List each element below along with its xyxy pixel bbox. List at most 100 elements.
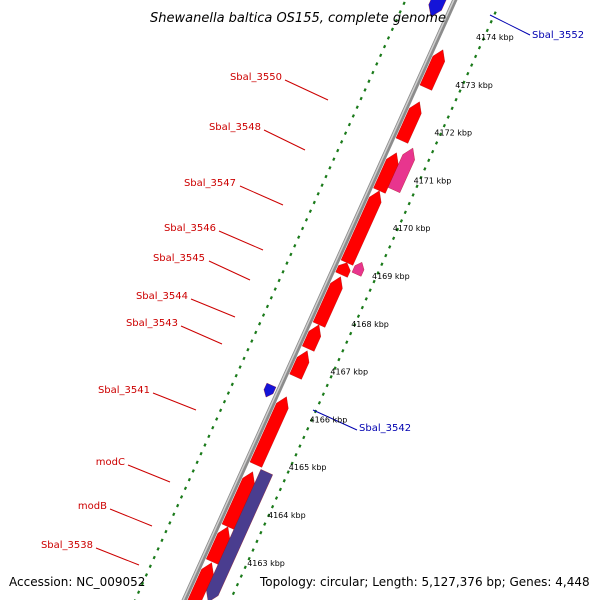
- tick-mark: [415, 184, 419, 189]
- tick-mark: [352, 323, 357, 327]
- tick-mark: [376, 271, 380, 275]
- tick-mark: [458, 89, 462, 93]
- tick-mark: [176, 503, 180, 508]
- tick-mark: [359, 96, 363, 101]
- tick-mark: [148, 564, 152, 569]
- tick-mark: [364, 297, 368, 301]
- tick-mark: [341, 349, 345, 353]
- tick-mark: [320, 183, 324, 188]
- tick-mark: [191, 469, 195, 473]
- tick-mark: [384, 253, 388, 258]
- tick-mark: [419, 175, 423, 180]
- gene-label-sbal-3543[interactable]: Sbal_3543: [126, 318, 178, 329]
- scale-label: 4170 kbp: [393, 224, 431, 233]
- tick-mark: [226, 391, 231, 395]
- tick-mark: [218, 408, 223, 413]
- tick-mark: [375, 62, 379, 66]
- tick-mark: [382, 44, 387, 49]
- gene-arrow-forward-9: [249, 396, 289, 468]
- tick-mark: [399, 219, 404, 223]
- tick-mark: [317, 400, 322, 405]
- tick-mark: [423, 167, 427, 171]
- scale-label: 4166 kbp: [310, 415, 348, 424]
- tick-mark: [466, 71, 470, 76]
- tick-mark: [300, 226, 305, 231]
- gene-label-sbal-3538[interactable]: Sbal_3538: [41, 540, 93, 551]
- tick-mark: [239, 574, 243, 578]
- tick-mark: [211, 425, 215, 430]
- tick-row-right: [133, 1, 406, 600]
- leader-line: [218, 230, 264, 251]
- tick-mark: [493, 11, 497, 15]
- tick-mark: [407, 201, 411, 206]
- tick-mark: [297, 235, 301, 239]
- leader-line: [190, 298, 236, 318]
- tick-mark: [274, 496, 279, 500]
- tick-mark: [285, 261, 289, 265]
- gene-label-sbal-3542[interactable]: Sbal_3542: [359, 423, 411, 434]
- tick-mark: [270, 504, 275, 509]
- tick-mark: [411, 193, 415, 197]
- tick-mark: [207, 434, 211, 439]
- gene-label-sbal-3547[interactable]: Sbal_3547: [184, 178, 236, 189]
- scale-label: 4163 kbp: [247, 559, 285, 568]
- tick-mark: [321, 392, 325, 396]
- tick-mark: [339, 140, 344, 144]
- tick-mark: [337, 357, 341, 362]
- tick-mark: [168, 521, 172, 525]
- tick-mark: [355, 105, 359, 110]
- gene-label-sbal-3548[interactable]: Sbal_3548: [209, 122, 261, 133]
- gene-label-modc[interactable]: modC: [96, 457, 125, 468]
- scale-label: 4168 kbp: [351, 320, 389, 329]
- gene-label-sbal-3544[interactable]: Sbal_3544: [136, 291, 188, 302]
- tick-mark: [360, 305, 364, 310]
- tick-marks: [133, 1, 497, 600]
- tick-mark: [446, 115, 450, 119]
- tick-mark: [261, 313, 266, 317]
- tick-mark: [391, 236, 396, 241]
- tick-mark: [140, 581, 145, 586]
- tick-mark: [156, 547, 160, 551]
- tick-mark: [388, 245, 392, 249]
- tick-mark: [277, 278, 281, 283]
- gene-label-sbal-3546[interactable]: Sbal_3546: [164, 223, 216, 234]
- leader-line: [208, 260, 251, 281]
- tick-mark: [324, 174, 328, 179]
- leader-line: [263, 129, 306, 151]
- tick-mark: [343, 131, 348, 136]
- backbone-line: [181, 0, 458, 600]
- tick-mark: [247, 556, 251, 561]
- leader-lines: [95, 14, 531, 566]
- tick-mark: [136, 590, 141, 595]
- gene-arrow-sbal-3546: [351, 262, 365, 277]
- scale-label: 4165 kbp: [289, 463, 327, 472]
- tick-row-left: [231, 11, 497, 596]
- tick-mark: [144, 573, 149, 577]
- tick-mark: [431, 149, 435, 154]
- tick-mark: [329, 375, 333, 379]
- accession-text: Accession: NC_009052: [9, 575, 145, 589]
- tick-mark: [356, 314, 361, 319]
- tick-mark: [269, 295, 273, 300]
- tick-mark: [438, 132, 443, 137]
- gene-label-sbal-3552[interactable]: Sbal_3552: [532, 30, 584, 41]
- tick-mark: [294, 452, 298, 457]
- tick-mark: [347, 122, 352, 127]
- tick-mark: [351, 114, 355, 118]
- tick-mark: [477, 45, 482, 50]
- tick-mark: [372, 279, 376, 284]
- tick-mark: [363, 88, 367, 92]
- tick-mark: [481, 37, 486, 41]
- gene-label-modb[interactable]: modB: [78, 501, 107, 512]
- gene-label-sbal-3550[interactable]: Sbal_3550: [230, 72, 282, 83]
- gene-label-sbal-3545[interactable]: Sbal_3545: [153, 253, 205, 264]
- backbone: [181, 0, 458, 600]
- gene-label-sbal-3541[interactable]: Sbal_3541: [98, 385, 150, 396]
- tick-mark: [403, 210, 407, 215]
- tick-mark: [160, 538, 164, 543]
- map-title: Shewanella baltica OS155, complete genom…: [150, 11, 446, 26]
- tick-mark: [328, 166, 332, 170]
- tick-mark: [345, 340, 349, 345]
- tick-mark: [450, 106, 454, 111]
